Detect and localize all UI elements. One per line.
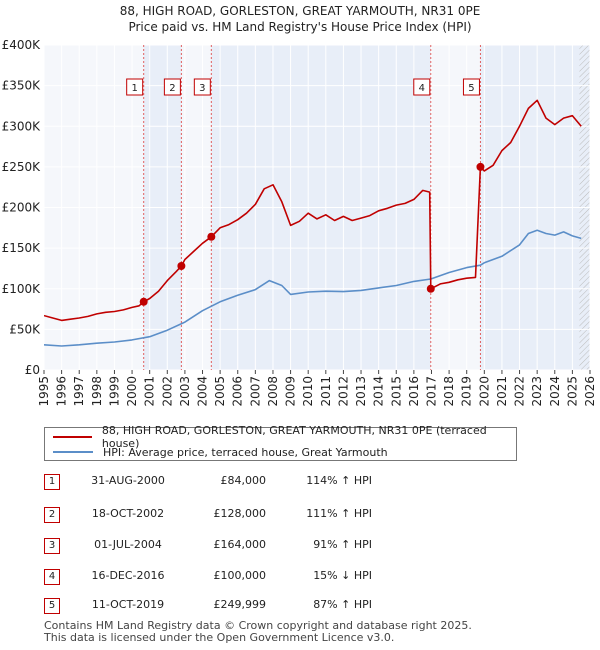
sale-label-box: [193, 78, 211, 96]
sale-label-text: 5: [468, 83, 474, 94]
y-tick-label: £50K: [9, 322, 41, 336]
x-tick-label: 2016: [407, 376, 421, 407]
x-tick-label: 1996: [55, 376, 69, 407]
sale-label: 1: [126, 78, 144, 96]
x-tick-label: 2017: [424, 376, 438, 407]
sale-price: £164,000: [213, 538, 267, 551]
x-tick-label: 2008: [266, 376, 280, 407]
x-tick-label: 2015: [389, 376, 403, 407]
y-tick-label: £100K: [2, 282, 42, 296]
sale-label: 2: [163, 78, 181, 96]
x-tick-label: 2022: [513, 376, 527, 407]
hpi-line: [44, 229, 582, 347]
sale-label: 3: [193, 78, 211, 96]
sale-marker: 1: [44, 474, 60, 490]
sale-date: 11-OCT-2019: [91, 598, 165, 611]
sale-date: 01-JUL-2004: [94, 538, 162, 551]
sale-label-box: [413, 78, 431, 96]
x-tick-label: 2009: [284, 376, 298, 407]
chart-title: 88, HIGH ROAD, GORLESTON, GREAT YARMOUTH…: [119, 4, 481, 18]
sale-label-text: 3: [199, 83, 205, 94]
y-tick-label: £400K: [2, 38, 42, 52]
x-tick-label: 2005: [213, 376, 227, 407]
footer-copyright: Contains HM Land Registry data © Crown c…: [44, 619, 472, 632]
x-tick-label: 2003: [178, 376, 192, 407]
sale-hpi-change: 15% ↓ HPI: [313, 569, 372, 582]
y-tick-label: £350K: [2, 79, 42, 93]
sale-price: £249,999: [213, 598, 267, 611]
sale-point: [426, 284, 435, 293]
sale-label-box: [126, 78, 144, 96]
legend-swatch-property: [53, 436, 92, 438]
x-tick-label: 1995: [37, 376, 51, 407]
x-tick-label: 2007: [248, 376, 262, 407]
y-tick-label: £0: [25, 363, 40, 377]
sale-price: £100,000: [213, 569, 267, 582]
x-tick-label: 1997: [72, 376, 86, 407]
y-tick-label: £300K: [2, 119, 42, 133]
x-tick-label: 2002: [160, 376, 174, 407]
x-tick-label: 2004: [196, 376, 210, 407]
sale-price: £128,000: [213, 507, 267, 520]
x-tick-label: 2001: [143, 376, 157, 407]
sale-hpi-change: 87% ↑ HPI: [313, 598, 372, 611]
x-tick-label: 1999: [107, 376, 121, 407]
legend-label-hpi: HPI: Average price, terraced house, Grea…: [103, 445, 388, 459]
x-tick-label: 2011: [319, 376, 333, 407]
x-tick-label: 2013: [354, 376, 368, 407]
sale-label-text: 1: [132, 83, 138, 94]
sale-point: [139, 297, 148, 306]
sale-hpi-change: 91% ↑ HPI: [313, 538, 372, 551]
footer: Contains HM Land Registry data © Crown c…: [44, 620, 472, 644]
x-tick-label: 2020: [477, 376, 491, 407]
sale-point: [476, 162, 485, 171]
sale-date: 31-AUG-2000: [91, 474, 165, 487]
x-tick-label: 2012: [336, 376, 350, 407]
legend-item-property: 88, HIGH ROAD, GORLESTON, GREAT YARMOUTH…: [53, 424, 516, 450]
sale-label: 5: [462, 78, 480, 96]
y-tick-label: £250K: [2, 160, 42, 174]
sale-marker: 5: [44, 598, 60, 614]
sale-marker: 3: [44, 538, 60, 554]
sale-price: £84,000: [220, 474, 267, 487]
sale-label-box: [163, 78, 181, 96]
legend-item-hpi: HPI: Average price, terraced house, Grea…: [53, 445, 388, 459]
x-tick-label: 2023: [530, 376, 544, 407]
x-tick-label: 2018: [442, 376, 456, 407]
y-tick-label: £150K: [2, 241, 42, 255]
sale-marker: 4: [44, 569, 60, 585]
sale-label: 4: [413, 78, 431, 96]
footer-licence: This data is licensed under the Open Gov…: [44, 631, 395, 644]
sale-date: 18-OCT-2002: [91, 507, 165, 520]
legend-label-property: 88, HIGH ROAD, GORLESTON, GREAT YARMOUTH…: [101, 424, 487, 450]
x-tick-label: 2000: [125, 376, 139, 407]
x-tick-label: 2026: [583, 376, 597, 407]
property-price-line: [44, 99, 582, 322]
sale-label-text: 2: [169, 83, 175, 94]
sale-label-text: 4: [419, 83, 425, 94]
sale-marker: 2: [44, 507, 60, 523]
chart-subtitle: Price paid vs. HM Land Registry's House …: [128, 20, 472, 34]
price-chart: 1 2 3 4 5 £0 £50K £100K £150K £200K £250K £300K £350…: [2, 38, 597, 407]
sale-hpi-change: 111% ↑ HPI: [306, 507, 372, 520]
y-tick-label: £200K: [2, 201, 42, 215]
sale-label-box: [462, 78, 480, 96]
x-tick-label: 2010: [301, 376, 315, 407]
legend-swatch-hpi: [53, 451, 93, 453]
x-tick-label: 2025: [565, 376, 579, 407]
sale-date: 16-DEC-2016: [91, 569, 165, 582]
x-tick-label: 1998: [90, 376, 104, 407]
x-tick-label: 2024: [548, 376, 562, 407]
x-tick-label: 2019: [460, 376, 474, 407]
x-tick-label: 2006: [231, 376, 245, 407]
x-tick-label: 2021: [495, 376, 509, 407]
x-tick-label: 2014: [372, 376, 386, 407]
legend: 88, HIGH ROAD, GORLESTON, GREAT YARMOUTH…: [44, 424, 517, 461]
sale-point: [207, 232, 216, 241]
sale-point: [177, 262, 186, 270]
sale-hpi-change: 114% ↑ HPI: [306, 474, 372, 487]
